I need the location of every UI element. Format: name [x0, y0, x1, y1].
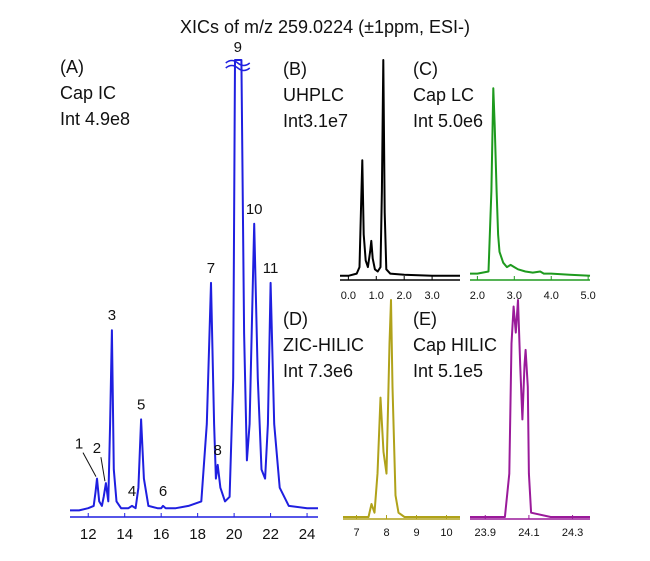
panel-method: Cap LC	[413, 85, 474, 105]
x-tick-label: 5.0	[581, 290, 596, 302]
x-tick-label: 12	[80, 526, 97, 543]
peak-label: 10	[246, 201, 263, 218]
panel-intensity: Int 5.0e6	[413, 111, 483, 131]
x-tick-label: 3.0	[507, 290, 522, 302]
panel-intensity: Int3.1e7	[283, 111, 348, 131]
trace	[70, 59, 318, 512]
x-tick-label: 24.1	[518, 527, 539, 539]
x-tick-label: 23.9	[475, 527, 496, 539]
x-tick-label: 1.0	[369, 290, 384, 302]
peak-label: 7	[207, 260, 215, 277]
x-tick-label: 2.0	[397, 290, 412, 302]
panel-method: ZIC-HILIC	[283, 335, 364, 355]
peak-label: 4	[128, 483, 136, 500]
x-tick-label: 18	[189, 526, 206, 543]
x-tick-label: 7	[353, 527, 359, 539]
panel-intensity: Int 5.1e5	[413, 361, 483, 381]
panel-label: (C)	[413, 59, 438, 79]
peak-label: 8	[214, 442, 222, 459]
x-tick-label: 3.0	[424, 290, 439, 302]
x-tick-label: 24.3	[562, 527, 583, 539]
x-tick-label: 10	[440, 527, 452, 539]
x-tick-label: 22	[262, 526, 279, 543]
x-tick-label: 20	[226, 526, 243, 543]
panel-label: (B)	[283, 59, 307, 79]
panel-method: Cap HILIC	[413, 335, 497, 355]
x-tick-label: 8	[383, 527, 389, 539]
peak-label: 3	[108, 307, 116, 324]
peak-label: 9	[234, 39, 242, 56]
peak-label: 5	[137, 396, 145, 413]
leader-line	[82, 452, 97, 477]
trace	[343, 299, 460, 518]
panel-method: UHPLC	[283, 85, 344, 105]
peak-label: 6	[159, 483, 167, 500]
panel-label: (A)	[60, 57, 84, 77]
panel-method: Cap IC	[60, 83, 116, 103]
x-tick-label: 16	[153, 526, 170, 543]
trace	[340, 59, 460, 277]
panel-label: (E)	[413, 309, 437, 329]
figure-title: XICs of m/z 259.0224 (±1ppm, ESI-)	[180, 17, 470, 37]
x-tick-label: 4.0	[544, 290, 559, 302]
leader-line	[100, 457, 106, 482]
x-tick-label: 9	[413, 527, 419, 539]
axis-break	[225, 64, 251, 72]
axis-break	[225, 59, 251, 67]
x-tick-label: 2.0	[470, 290, 485, 302]
panel-intensity: Int 4.9e8	[60, 109, 130, 129]
trace	[470, 87, 591, 277]
panel-intensity: Int 7.3e6	[283, 361, 353, 381]
trace	[470, 299, 590, 518]
x-tick-label: 0.0	[341, 290, 356, 302]
panel-label: (D)	[283, 309, 308, 329]
x-tick-label: 14	[116, 526, 133, 543]
peak-label: 1	[75, 436, 83, 453]
peak-label: 11	[263, 260, 279, 277]
x-tick-label: 24	[299, 526, 316, 543]
peak-label: 2	[93, 440, 101, 457]
